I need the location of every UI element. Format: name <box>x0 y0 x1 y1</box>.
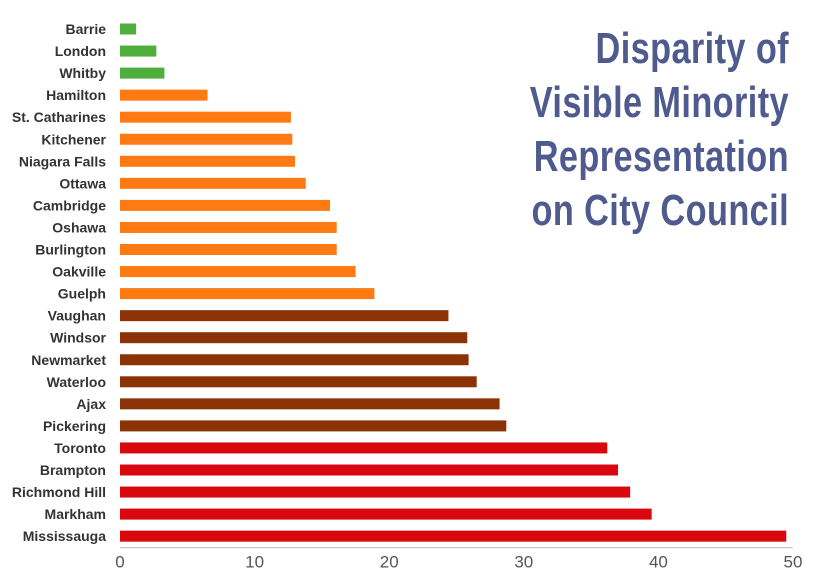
category-label-oakville: Oakville <box>52 264 106 280</box>
category-label-newmarket: Newmarket <box>31 352 106 368</box>
category-label-burlington: Burlington <box>35 242 106 258</box>
bar-windsor <box>120 332 468 344</box>
bar-st-catharines <box>120 111 291 123</box>
bar-barrie <box>120 23 137 35</box>
chart-title-line-2: Visible Minority <box>529 78 789 127</box>
bar-niagara-falls <box>120 155 295 167</box>
chart-title-line-4: on City Council <box>531 186 789 235</box>
x-tick-label-0: 0 <box>115 553 124 572</box>
x-tick-label-50: 50 <box>784 553 803 572</box>
category-label-niagara-falls: Niagara Falls <box>19 153 106 169</box>
x-tick-label-40: 40 <box>649 553 668 572</box>
category-label-whitby: Whitby <box>59 65 106 81</box>
bar-ajax <box>120 398 500 410</box>
bar-hamilton <box>120 89 208 101</box>
category-label-guelph: Guelph <box>58 286 106 302</box>
bar-richmond-hill <box>120 486 631 498</box>
bars <box>120 23 787 542</box>
bar-markham <box>120 508 652 520</box>
category-label-brampton: Brampton <box>40 462 106 478</box>
chart-title: Disparity of Visible Minority Representa… <box>524 22 789 238</box>
category-label-barrie: Barrie <box>66 21 107 37</box>
bar-cambridge <box>120 199 330 211</box>
x-tick-label-10: 10 <box>245 553 264 572</box>
category-label-st-catharines: St. Catharines <box>12 109 106 125</box>
chart-title-line-1: Disparity of <box>595 24 789 73</box>
category-label-kitchener: Kitchener <box>41 131 106 147</box>
bar-ottawa <box>120 177 306 189</box>
category-label-vaughan: Vaughan <box>48 308 106 324</box>
x-tick-label-20: 20 <box>380 553 399 572</box>
category-label-richmond-hill: Richmond Hill <box>12 484 106 500</box>
x-tick-label-30: 30 <box>514 553 533 572</box>
bar-newmarket <box>120 354 469 366</box>
category-label-london: London <box>55 43 106 59</box>
category-label-mississauga: Mississauga <box>23 528 106 544</box>
bar-guelph <box>120 288 375 300</box>
category-label-pickering: Pickering <box>43 418 106 434</box>
bar-mississauga <box>120 530 787 542</box>
category-label-toronto: Toronto <box>54 440 106 456</box>
bar-brampton <box>120 464 619 476</box>
bar-toronto <box>120 442 608 454</box>
category-label-windsor: Windsor <box>50 330 106 346</box>
bar-london <box>120 45 157 57</box>
bar-vaughan <box>120 310 449 322</box>
category-label-oshawa: Oshawa <box>52 219 106 235</box>
bar-whitby <box>120 67 165 79</box>
bar-waterloo <box>120 376 477 388</box>
bar-kitchener <box>120 133 293 145</box>
category-label-ottawa: Ottawa <box>59 175 106 191</box>
bar-burlington <box>120 244 337 255</box>
category-label-ajax: Ajax <box>76 396 106 412</box>
category-label-waterloo: Waterloo <box>47 374 106 390</box>
bar-pickering <box>120 420 507 432</box>
chart-title-line-3: Representation <box>533 132 789 181</box>
category-label-hamilton: Hamilton <box>46 87 106 103</box>
category-label-cambridge: Cambridge <box>33 197 106 213</box>
x-axis-ticks: 0 10 20 30 40 50 <box>115 553 802 572</box>
bar-oakville <box>120 266 356 278</box>
bar-oshawa <box>120 221 337 233</box>
category-label-markham: Markham <box>45 506 106 522</box>
category-labels: Barrie London Whitby Hamilton St. Catharines… <box>12 21 107 544</box>
